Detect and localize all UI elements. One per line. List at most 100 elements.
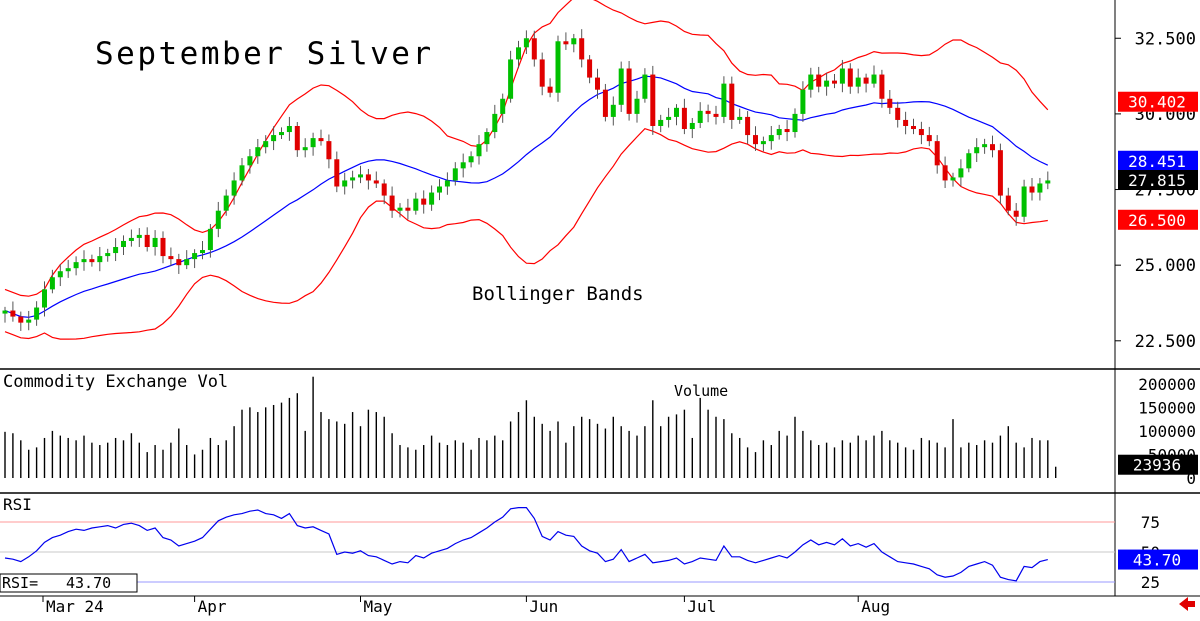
- price-tick-label: 25.000: [1135, 256, 1196, 276]
- candle: [1021, 179, 1027, 223]
- candle: [121, 235, 126, 255]
- candle: [745, 111, 751, 144]
- candle: [207, 224, 213, 258]
- candle: [792, 108, 798, 138]
- candle: [816, 66, 822, 93]
- candle: [381, 179, 387, 205]
- volume-last-value: 23936: [1133, 456, 1181, 475]
- candle: [895, 101, 901, 128]
- candle: [476, 135, 482, 165]
- volume-panel-label: Commodity Exchange Vol: [3, 372, 228, 392]
- candle: [689, 118, 695, 139]
- candle: [302, 138, 308, 158]
- candle: [184, 250, 190, 270]
- volume-tick-label: 0: [1186, 469, 1196, 488]
- candle: [839, 59, 845, 93]
- bollinger-bands-label: Bollinger Bands: [472, 283, 644, 305]
- candle: [634, 90, 640, 123]
- candle: [871, 65, 877, 88]
- last-price-tag: 27.815: [1118, 169, 1198, 190]
- candle: [89, 254, 95, 267]
- candle: [97, 247, 103, 272]
- candle: [808, 67, 814, 98]
- candle: [176, 253, 182, 274]
- candle: [539, 52, 545, 96]
- candle: [721, 76, 727, 124]
- candle: [1037, 177, 1043, 201]
- candle: [934, 135, 940, 174]
- candle: [405, 198, 411, 220]
- rsi-readout-label: RSI=: [2, 574, 38, 592]
- candle: [563, 32, 569, 50]
- rsi-tick-label: 75: [1141, 513, 1160, 532]
- candle: [942, 156, 948, 189]
- candle: [990, 135, 995, 158]
- candle: [247, 149, 253, 174]
- candle: [618, 61, 624, 112]
- candle: [784, 120, 790, 142]
- candle: [666, 107, 672, 128]
- candle: [658, 114, 664, 133]
- candle: [326, 134, 332, 169]
- candle: [753, 126, 758, 151]
- candle: [800, 81, 806, 122]
- candle: [966, 149, 972, 173]
- candle: [642, 68, 648, 103]
- candle: [555, 35, 561, 102]
- candle: [460, 153, 466, 178]
- volume-title: Volume: [674, 382, 728, 400]
- candle: [903, 111, 909, 135]
- candle: [602, 83, 608, 122]
- candle: [413, 192, 419, 215]
- candle: [452, 162, 458, 186]
- candle: [1005, 187, 1011, 216]
- volume-axis: 200000150000100000500000: [1138, 375, 1196, 488]
- candle: [500, 93, 506, 123]
- candle: [674, 104, 679, 126]
- scroll-left-arrow-icon[interactable]: [1178, 596, 1196, 612]
- upper-band-tag: 30.402: [1118, 91, 1198, 112]
- candle: [294, 121, 300, 157]
- candle: [847, 63, 853, 94]
- candle: [113, 238, 119, 262]
- candle: [358, 165, 363, 184]
- time-axis: Mar 24 Apr May Jun Jul Aug: [42, 596, 890, 616]
- rsi-line: [4, 507, 1048, 582]
- candle: [350, 170, 356, 189]
- candle: [389, 186, 395, 218]
- candle: [128, 229, 134, 247]
- candle: [365, 168, 371, 190]
- candle: [595, 68, 600, 99]
- candle: [239, 158, 245, 186]
- candle: [334, 151, 340, 193]
- candle: [18, 311, 24, 331]
- time-tick-label: Apr: [198, 597, 227, 616]
- candle: [879, 69, 885, 108]
- candle: [516, 40, 521, 69]
- time-tick-label: Aug: [861, 597, 890, 616]
- candle: [737, 108, 743, 124]
- volume-bars: [4, 376, 1057, 478]
- candle: [200, 240, 205, 260]
- candle: [713, 105, 719, 125]
- candle: [958, 159, 964, 187]
- time-tick-label: Jul: [687, 597, 716, 616]
- candle: [105, 248, 111, 262]
- last-price-value: 27.815: [1128, 171, 1186, 190]
- time-tick-label: Jun: [529, 597, 558, 616]
- candle: [310, 132, 316, 156]
- candle: [152, 230, 158, 256]
- candle: [1013, 203, 1019, 226]
- candle: [997, 143, 1003, 205]
- candle: [215, 201, 221, 238]
- candle: [855, 68, 861, 94]
- candlesticks: [2, 29, 1051, 331]
- candle: [926, 126, 932, 147]
- candle: [650, 65, 656, 135]
- candle: [444, 172, 450, 195]
- candle: [144, 227, 150, 252]
- candle: [279, 127, 284, 139]
- middle-band-tag: 28.451: [1118, 150, 1198, 171]
